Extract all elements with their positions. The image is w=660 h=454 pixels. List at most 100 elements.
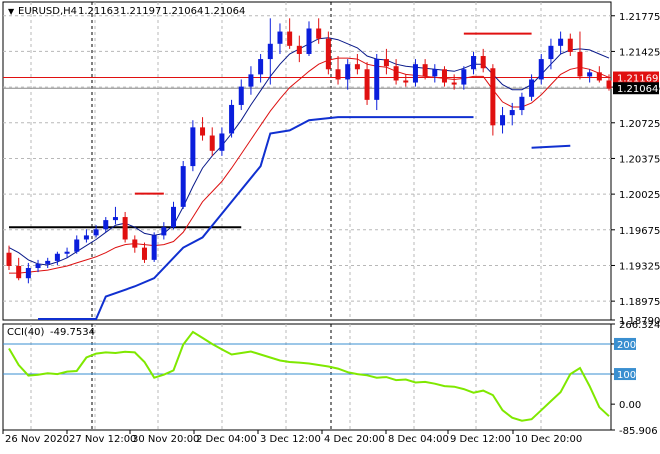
- time-tick-label: 2 Dec 04:00: [196, 434, 257, 445]
- candle-body: [548, 45, 554, 60]
- cci-tick-label: 100: [617, 370, 636, 381]
- price-tick-label: 1.20025: [619, 190, 660, 201]
- price-tick-label: 1.21775: [619, 12, 660, 23]
- header-low: 1.21064: [162, 6, 203, 17]
- candle-body: [151, 235, 157, 260]
- candle-body: [35, 263, 41, 269]
- candle-body: [335, 69, 341, 80]
- candle-body: [277, 31, 283, 44]
- candle-body: [596, 72, 602, 81]
- cci-pane-frame: [2, 323, 612, 431]
- candle-body: [54, 253, 60, 261]
- candle-body: [122, 217, 128, 240]
- cci-label: CCI(40): [7, 327, 45, 338]
- stop-step-line: [38, 116, 474, 320]
- cci-tick-label: 266.3241: [619, 320, 660, 331]
- candle-body: [606, 80, 612, 89]
- candle-body: [432, 69, 438, 77]
- price-tick-label: 1.19325: [619, 261, 660, 272]
- candle-body: [16, 265, 22, 279]
- candle-body: [519, 96, 525, 111]
- price-tick-label: 1.20375: [619, 154, 660, 165]
- main-pane-frame: [2, 1, 612, 321]
- candle-body: [112, 217, 118, 221]
- current-price-label: 1.21064: [617, 84, 658, 95]
- candle-body: [258, 59, 264, 75]
- candle-body: [558, 38, 564, 46]
- cci-tick-label: -85.906: [619, 426, 658, 437]
- time-tick-label: 3 Dec 12:00: [260, 434, 321, 445]
- candle-body: [538, 59, 544, 80]
- header-high: 1.21197: [120, 6, 161, 17]
- candle-body: [248, 74, 254, 87]
- price-tick-label: 1.20725: [619, 119, 660, 130]
- candle-body: [171, 206, 177, 228]
- candle-body: [500, 115, 506, 126]
- cci-value: -49.7534: [50, 327, 95, 338]
- cci-tick-label: 0.00: [619, 400, 641, 411]
- current-price-box: [613, 82, 659, 95]
- candle-body: [374, 59, 380, 100]
- candle-body: [509, 110, 515, 116]
- candle-body: [200, 127, 206, 136]
- candle-body: [567, 38, 573, 52]
- header-symbol: EURUSD,H4: [18, 6, 77, 17]
- candle-body: [141, 247, 147, 260]
- candle-body: [209, 135, 215, 151]
- candle-body: [422, 64, 428, 77]
- candle-body: [180, 166, 186, 207]
- price-tick-label: 1.21425: [619, 47, 660, 58]
- candle-body: [354, 64, 360, 70]
- candle-body: [190, 127, 196, 167]
- cci-level-box: [614, 368, 636, 381]
- candle-body: [577, 51, 583, 77]
- candle-body: [393, 66, 399, 81]
- candle-body: [403, 80, 409, 83]
- candle-body: [451, 82, 457, 85]
- time-tick-label: 30 Nov 20:00: [132, 434, 199, 445]
- stop-step-line: [531, 144, 571, 149]
- candle-body: [490, 68, 496, 126]
- candle-body: [74, 239, 80, 252]
- header-open: 1.21163: [78, 6, 119, 17]
- candle-body: [480, 56, 486, 69]
- candle-body: [267, 43, 273, 60]
- time-tick-label: 10 Dec 20:00: [515, 434, 582, 445]
- header-arrow: ▼: [8, 7, 15, 16]
- candle-body: [238, 86, 244, 105]
- cci-level-box: [614, 337, 636, 350]
- candle-body: [316, 28, 322, 39]
- candle-body: [103, 220, 109, 230]
- cci-tick-label: 200: [617, 340, 636, 351]
- candle-body: [161, 227, 167, 236]
- candle-body: [471, 56, 477, 70]
- candle-body: [229, 104, 235, 134]
- candle-body: [287, 31, 293, 46]
- candle-body: [461, 69, 467, 85]
- price-tick-label: 1.18975: [619, 297, 660, 308]
- candle-body: [345, 64, 351, 80]
- candle-body: [441, 69, 447, 83]
- candle-body: [296, 45, 302, 54]
- candle-body: [132, 239, 138, 248]
- candle-body: [364, 69, 370, 100]
- price-tick-label: 1.18790: [619, 316, 660, 327]
- candle-body: [587, 72, 593, 77]
- candle-body: [25, 268, 31, 279]
- candle-body: [45, 260, 51, 264]
- current-price-label: 1.21169: [617, 74, 658, 85]
- time-tick-label: 9 Dec 12:00: [450, 434, 511, 445]
- header-close: 1.21064: [204, 6, 245, 17]
- candle-body: [412, 64, 418, 83]
- time-tick-label: 8 Dec 04:00: [388, 434, 449, 445]
- candle-body: [325, 38, 331, 70]
- price-tick-label: 1.19675: [619, 226, 660, 237]
- time-tick-label: 27 Nov 12:00: [69, 434, 136, 445]
- candle-body: [219, 133, 225, 151]
- time-tick-label: 26 Nov 2020: [5, 434, 69, 445]
- candle-body: [306, 28, 312, 54]
- time-tick-label: 4 Dec 20:00: [324, 434, 385, 445]
- candle-body: [64, 251, 70, 254]
